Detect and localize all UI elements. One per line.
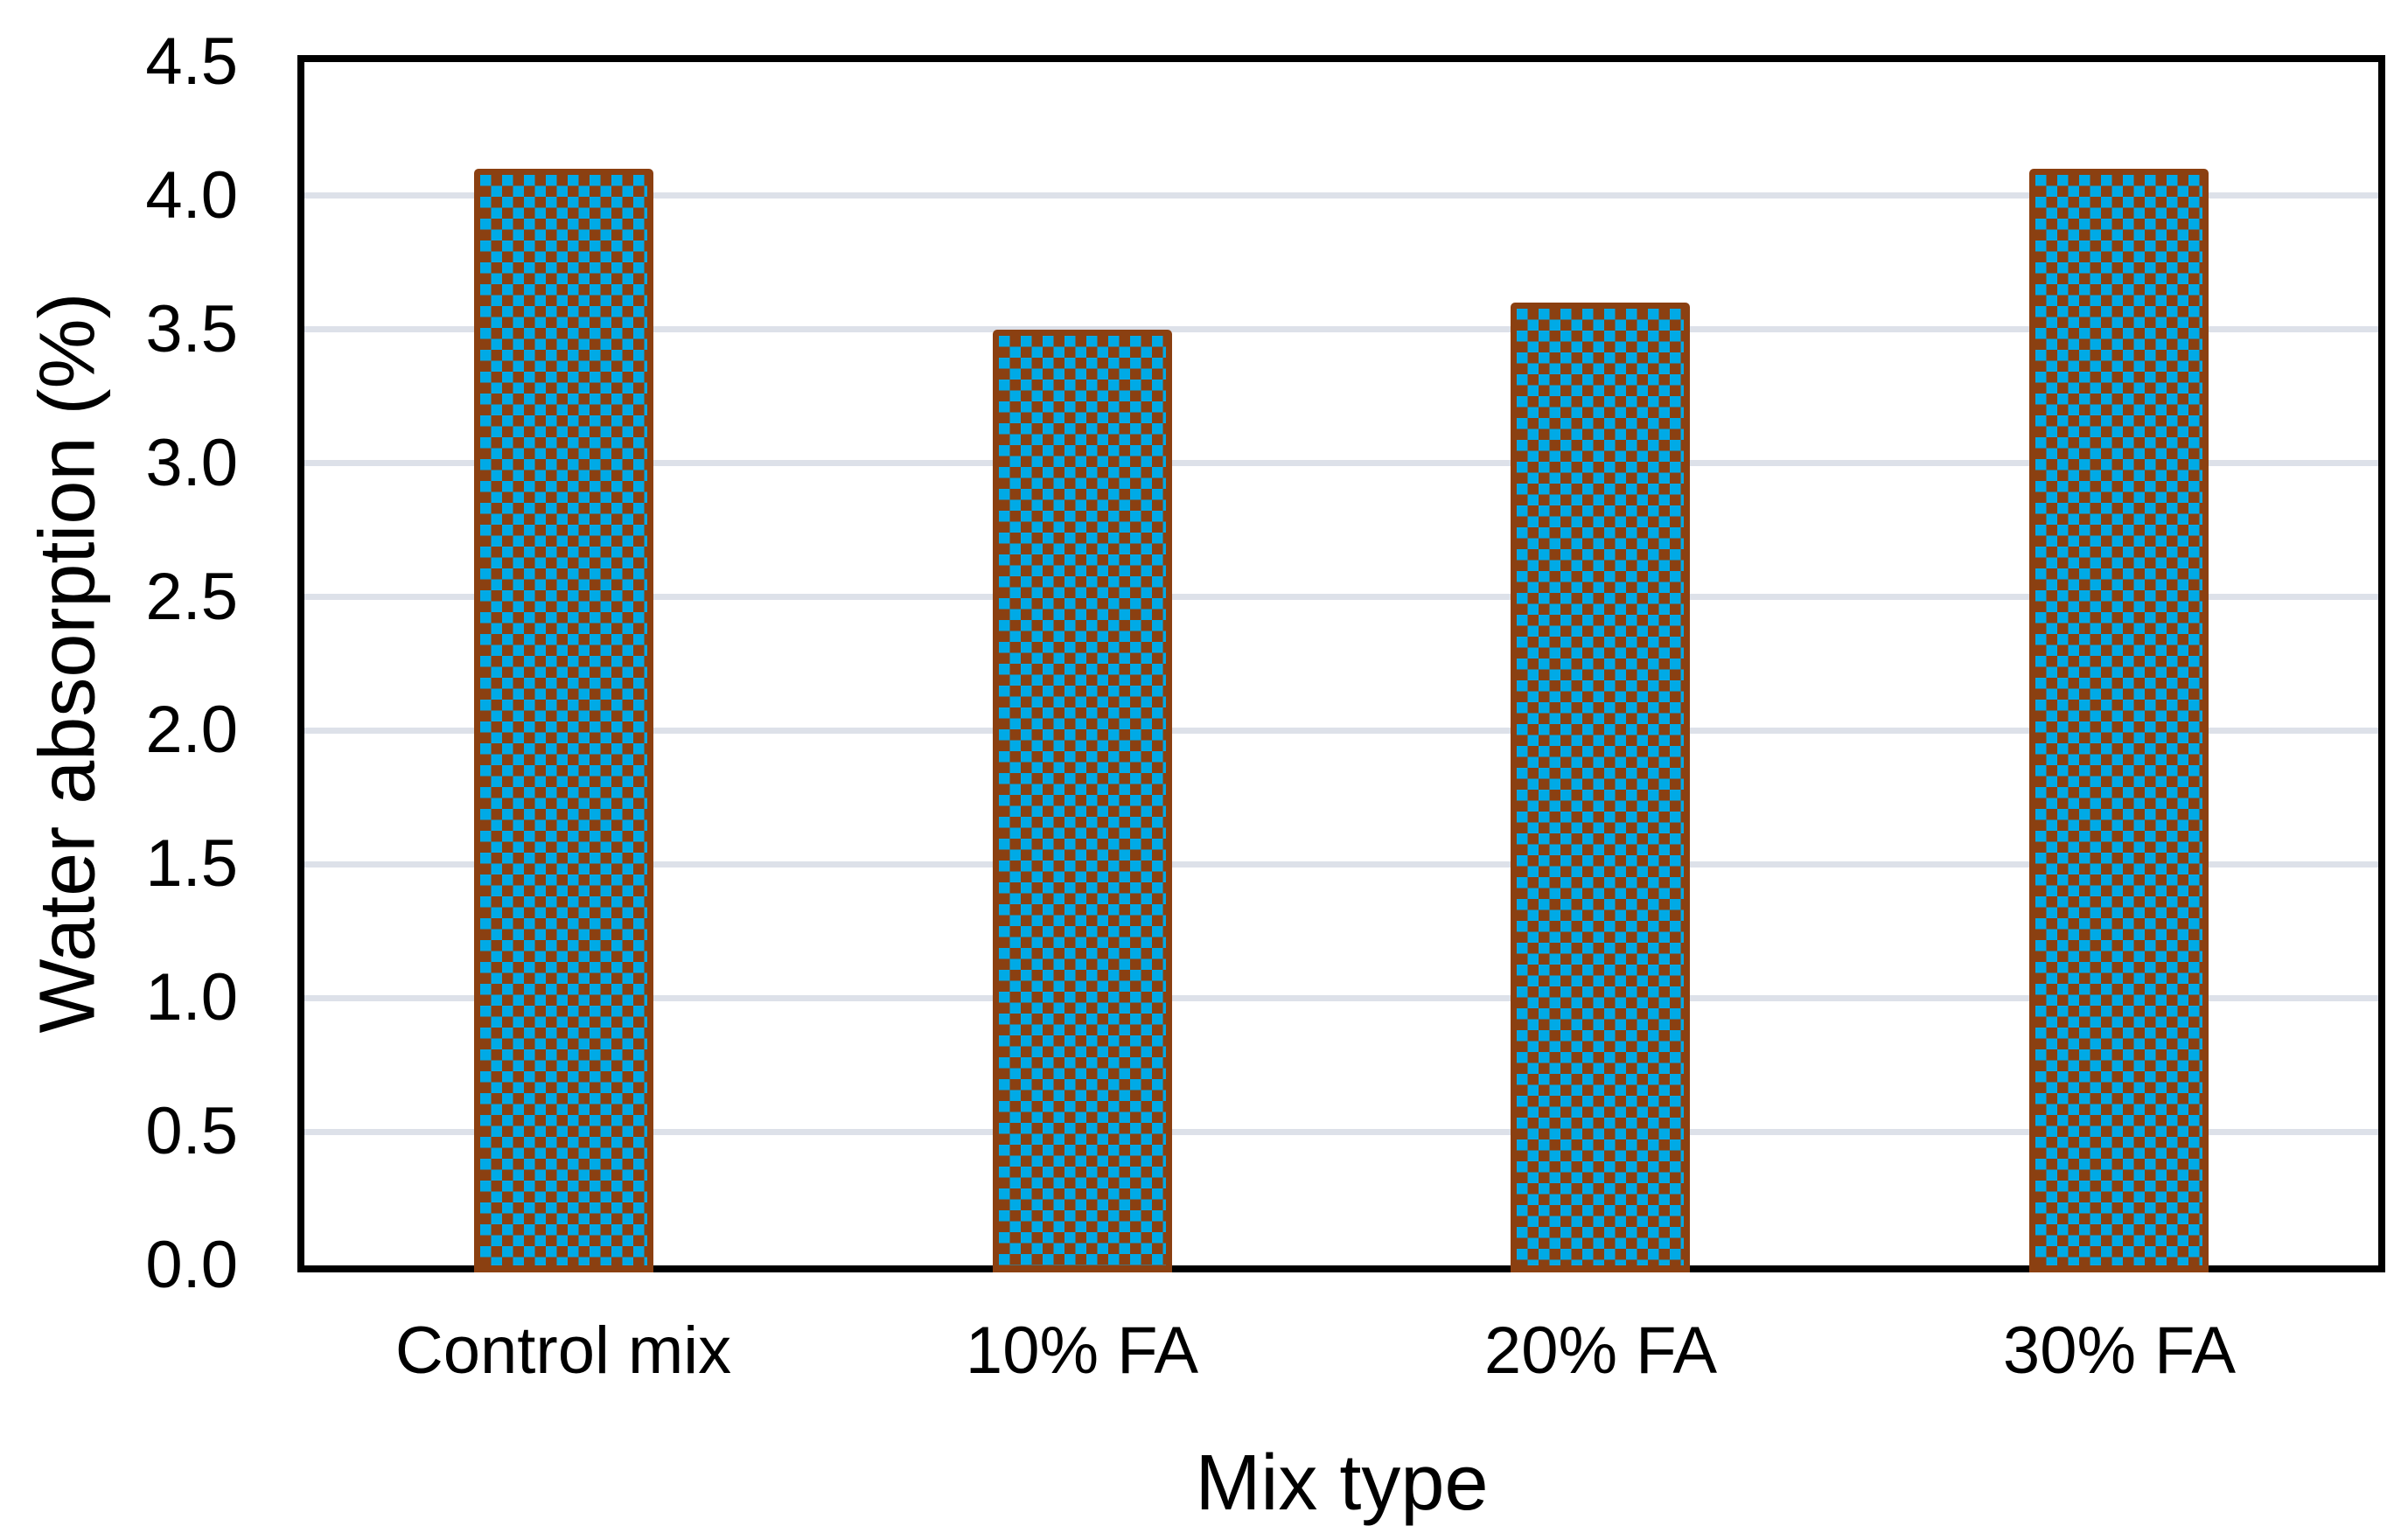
gridline-y-1.5 [304,861,2378,868]
y-axis-title: Water absorption (%) [24,292,112,1034]
y-tick-label-1.0: 1.0 [145,960,238,1035]
x-category-label-10-fa: 10% FA [965,1314,1199,1388]
y-tick-label-3.0: 3.0 [145,426,238,500]
y-tick-label-4.5: 4.5 [145,24,238,99]
gridline-y-3.5 [304,326,2378,332]
gridline-y-2.0 [304,728,2378,734]
x-category-label-30-fa: 30% FA [2002,1314,2237,1388]
bar-30-fa [2029,169,2209,1272]
plot-area [297,55,2385,1272]
y-tick-label-4.0: 4.0 [145,158,238,233]
bar-20-fa [1511,303,1690,1272]
bar-control-mix [474,169,653,1272]
y-tick-label-1.5: 1.5 [145,826,238,901]
y-tick-label-2.0: 2.0 [145,693,238,767]
y-tick-label-2.5: 2.5 [145,560,238,634]
y-tick-label-0.5: 0.5 [145,1094,238,1168]
gridline-y-2.5 [304,594,2378,600]
x-axis-title: Mix type [1195,1439,1489,1527]
y-tick-label-0.0: 0.0 [145,1228,238,1302]
bar-10-fa [993,330,1172,1272]
y-tick-label-3.5: 3.5 [145,292,238,366]
gridline-y-1.0 [304,995,2378,1001]
gridline-y-4.0 [304,192,2378,199]
x-category-label-20-fa: 20% FA [1483,1314,1718,1388]
gridline-y-3.0 [304,460,2378,466]
x-category-label-control-mix: Control mix [394,1314,732,1388]
gridline-y-0.5 [304,1129,2378,1135]
